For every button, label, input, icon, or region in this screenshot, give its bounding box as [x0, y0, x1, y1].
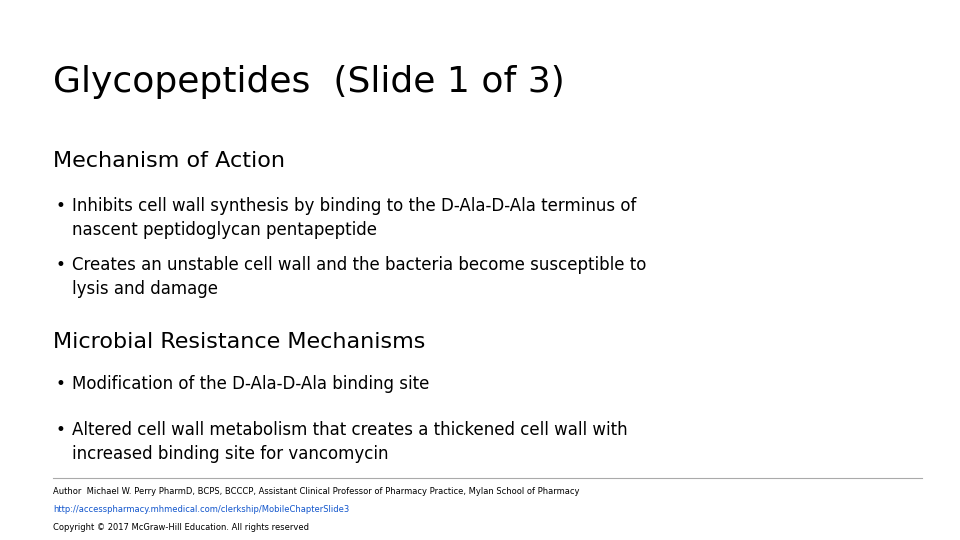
Text: •: •: [56, 256, 65, 274]
Text: Altered cell wall metabolism that creates a thickened cell wall with
increased b: Altered cell wall metabolism that create…: [72, 421, 628, 463]
Text: Mechanism of Action: Mechanism of Action: [53, 151, 285, 171]
Text: Copyright © 2017 McGraw-Hill Education. All rights reserved: Copyright © 2017 McGraw-Hill Education. …: [53, 523, 309, 532]
Text: Glycopeptides  (Slide 1 of 3): Glycopeptides (Slide 1 of 3): [53, 65, 564, 99]
Text: •: •: [56, 375, 65, 393]
Text: •: •: [56, 421, 65, 439]
Text: Inhibits cell wall synthesis by binding to the D-Ala-D-Ala terminus of
nascent p: Inhibits cell wall synthesis by binding …: [72, 197, 636, 239]
Text: Creates an unstable cell wall and the bacteria become susceptible to
lysis and d: Creates an unstable cell wall and the ba…: [72, 256, 646, 298]
Text: Modification of the D-Ala-D-Ala binding site: Modification of the D-Ala-D-Ala binding …: [72, 375, 429, 393]
Text: http://accesspharmacy.mhmedical.com/clerkship/MobileChapterSlide3: http://accesspharmacy.mhmedical.com/cler…: [53, 505, 349, 514]
Text: Author  Michael W. Perry PharmD, BCPS, BCCCP, Assistant Clinical Professor of Ph: Author Michael W. Perry PharmD, BCPS, BC…: [53, 487, 579, 496]
Text: Microbial Resistance Mechanisms: Microbial Resistance Mechanisms: [53, 332, 425, 352]
Text: •: •: [56, 197, 65, 215]
